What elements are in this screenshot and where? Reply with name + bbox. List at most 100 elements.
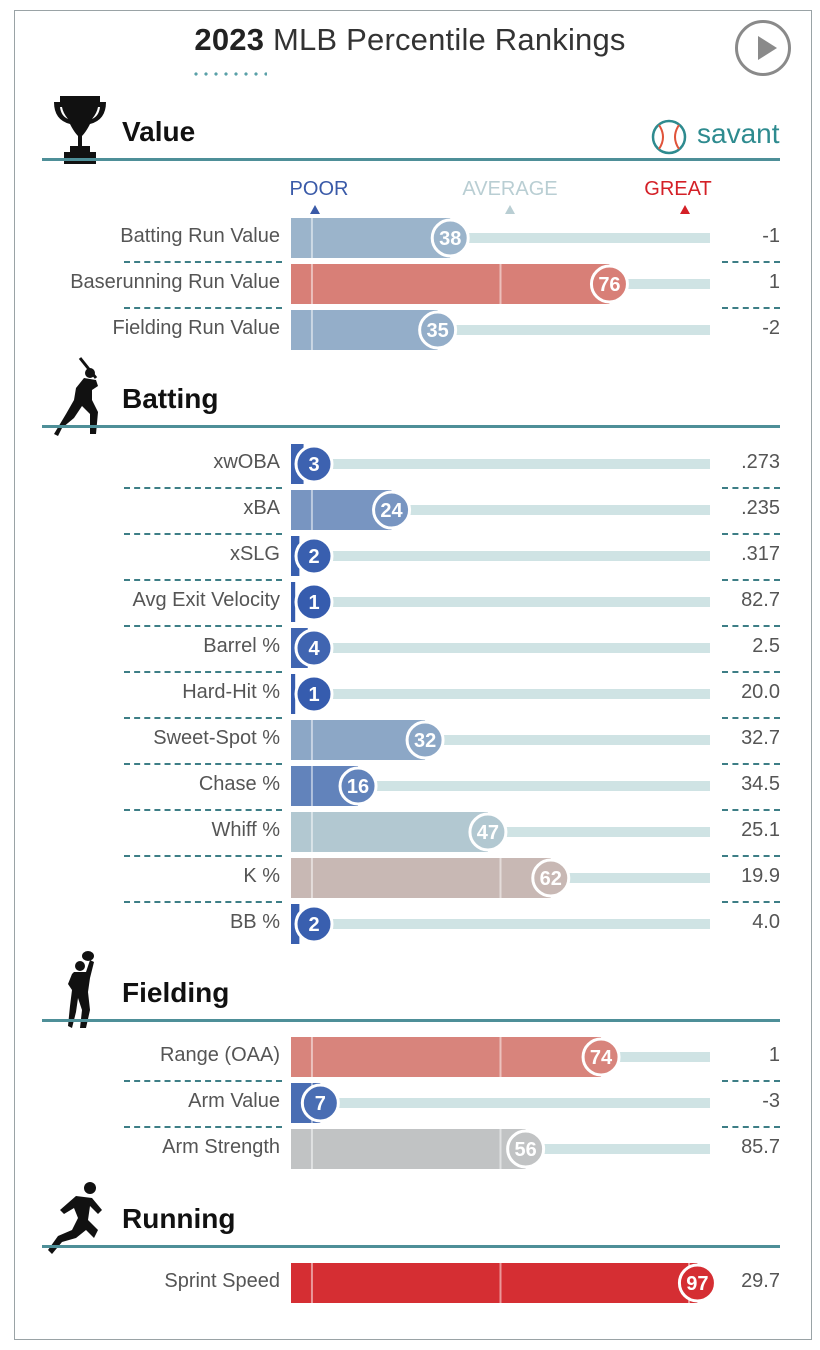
row-value-k: 19.9 <box>741 865 780 887</box>
row-value-avg-exit-velocity: 82.7 <box>741 589 780 611</box>
row-label-range-oaa: Range (OAA) <box>159 1044 280 1066</box>
percentile-marker-xslg[interactable] <box>294 536 334 576</box>
row-value-arm-strength: 85.7 <box>741 1136 780 1158</box>
row-separator <box>722 307 780 309</box>
row-label-xwoba: xwOBA <box>213 451 280 473</box>
savant-logo[interactable] <box>650 117 782 157</box>
row-label-bb: BB % <box>229 911 280 933</box>
row-value-xwoba: .273 <box>741 451 780 473</box>
section-rule-batting <box>42 425 780 428</box>
play-button[interactable] <box>735 20 791 76</box>
legend-great: GREAT <box>644 178 712 200</box>
row-value-chase: 34.5 <box>741 773 780 795</box>
row-separator <box>722 533 780 535</box>
row-label-baserunning-run-value: Baserunning Run Value <box>70 271 280 293</box>
track-xba <box>291 505 710 515</box>
baseball-icon <box>651 119 687 155</box>
percentile-marker-whiff[interactable] <box>468 812 508 852</box>
row-label-sweet-spot: Sweet-Spot % <box>153 727 280 749</box>
percentile-label-bb: 2 <box>308 914 319 936</box>
row-separator <box>124 487 282 489</box>
savant-brand-text: savant <box>697 118 780 149</box>
percentile-marker-chase[interactable] <box>338 766 378 806</box>
row-label-arm-value: Arm Value <box>188 1090 280 1112</box>
row-value-fielding-run-value: -2 <box>762 317 780 339</box>
percentile-marker-fielding-run-value[interactable] <box>418 310 458 350</box>
row-separator <box>722 1126 780 1128</box>
row-label-xslg: xSLG <box>229 543 280 565</box>
percentile-marker-sprint-speed[interactable] <box>677 1263 717 1303</box>
row-value-baserunning-run-value: 1 <box>768 271 780 293</box>
percentile-marker-hard-hit[interactable] <box>294 674 334 714</box>
row-separator <box>722 625 780 627</box>
percentile-label-whiff: 47 <box>477 822 499 844</box>
row-separator <box>124 1080 282 1082</box>
bar-k <box>291 858 551 898</box>
row-separator <box>722 261 780 263</box>
legend-great-marker <box>680 205 690 214</box>
row-value-bb: 4.0 <box>752 911 780 933</box>
percentile-marker-batting-run-value[interactable] <box>430 218 470 258</box>
percentile-label-hard-hit: 1 <box>308 684 319 706</box>
track-bb <box>291 919 710 929</box>
row-separator <box>722 855 780 857</box>
percentile-marker-bb[interactable] <box>294 904 334 944</box>
row-separator <box>722 487 780 489</box>
title-underline-dots <box>191 72 267 76</box>
row-separator <box>124 1126 282 1128</box>
percentile-label-xba: 24 <box>380 500 403 522</box>
track-fielding-run-value <box>291 325 710 335</box>
percentile-marker-sweet-spot[interactable] <box>405 720 445 760</box>
row-label-chase: Chase % <box>198 773 280 795</box>
row-value-batting-run-value: -1 <box>762 225 780 247</box>
section-rule-value <box>42 158 780 161</box>
trophy-icon <box>54 96 106 164</box>
row-separator <box>124 625 282 627</box>
percentile-label-batting-run-value: 38 <box>439 228 461 250</box>
runner-icon <box>48 1182 102 1254</box>
row-label-arm-strength: Arm Strength <box>162 1136 280 1158</box>
row-label-k: K % <box>243 865 280 887</box>
track-hard-hit <box>291 689 710 699</box>
bar-whiff <box>291 812 488 852</box>
percentile-marker-arm-value[interactable] <box>300 1083 340 1123</box>
row-separator <box>124 763 282 765</box>
bar-range-oaa <box>291 1037 602 1077</box>
percentile-label-xwoba: 3 <box>308 454 319 476</box>
percentile-label-xslg: 2 <box>308 546 319 568</box>
row-label-hard-hit: Hard-Hit % <box>182 681 280 703</box>
section-title-running: Running <box>122 1203 236 1234</box>
percentile-marker-avg-exit-velocity[interactable] <box>294 582 334 622</box>
row-value-range-oaa: 1 <box>768 1044 780 1066</box>
percentile-label-range-oaa: 74 <box>590 1047 613 1069</box>
bar-sweet-spot <box>291 720 426 760</box>
percentile-marker-baserunning-run-value[interactable] <box>589 264 629 304</box>
percentile-marker-xwoba[interactable] <box>294 444 334 484</box>
track-barrel <box>291 643 710 653</box>
row-value-sprint-speed: 29.7 <box>741 1270 780 1292</box>
percentile-marker-range-oaa[interactable] <box>581 1037 621 1077</box>
row-value-whiff: 25.1 <box>741 819 780 841</box>
percentile-label-chase: 16 <box>347 776 369 798</box>
section-rule-fielding <box>42 1019 780 1022</box>
bar-batting-run-value <box>291 218 451 258</box>
track-batting-run-value <box>291 233 710 243</box>
section-rule-running <box>42 1245 780 1248</box>
row-label-batting-run-value: Batting Run Value <box>120 225 280 247</box>
percentile-marker-barrel[interactable] <box>294 628 334 668</box>
bar-sprint-speed <box>291 1263 698 1303</box>
row-separator <box>124 901 282 903</box>
batter-icon <box>54 357 98 436</box>
percentile-marker-xba[interactable] <box>372 490 412 530</box>
track-arm-value <box>291 1098 710 1108</box>
row-value-sweet-spot: 32.7 <box>741 727 780 749</box>
percentile-label-baserunning-run-value: 76 <box>598 274 620 296</box>
percentile-marker-arm-strength[interactable] <box>506 1129 546 1169</box>
section-title-batting: Batting <box>122 383 219 414</box>
percentile-marker-k[interactable] <box>531 858 571 898</box>
row-separator <box>722 763 780 765</box>
row-label-fielding-run-value: Fielding Run Value <box>112 317 280 339</box>
title-year: 2023 <box>194 22 265 57</box>
percentile-label-k: 62 <box>540 868 562 890</box>
row-separator <box>722 809 780 811</box>
